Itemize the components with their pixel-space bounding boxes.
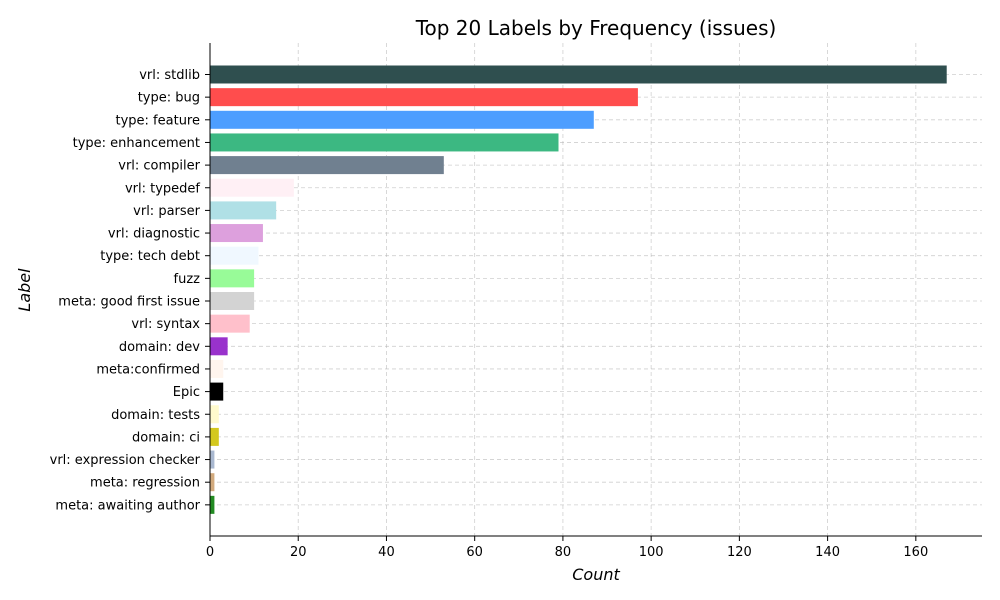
bar bbox=[210, 88, 638, 107]
bar bbox=[210, 450, 215, 469]
x-tick-label: 40 bbox=[378, 545, 395, 560]
chart-title: Top 20 Labels by Frequency (issues) bbox=[415, 16, 777, 40]
bar bbox=[210, 314, 250, 333]
bar bbox=[210, 201, 277, 220]
bar bbox=[210, 246, 259, 265]
y-tick-label: type: tech debt bbox=[100, 249, 200, 264]
bars bbox=[210, 65, 947, 514]
y-tick-label: type: bug bbox=[138, 91, 200, 106]
bar bbox=[210, 473, 215, 492]
bar bbox=[210, 156, 444, 175]
y-tick-label: domain: dev bbox=[119, 340, 200, 355]
x-tick-label: 0 bbox=[206, 545, 214, 560]
y-tick-label: type: enhancement bbox=[73, 136, 200, 151]
y-tick-label: Epic bbox=[173, 385, 200, 400]
y-tick-label: vrl: syntax bbox=[131, 317, 200, 332]
y-tick-label: vrl: typedef bbox=[125, 181, 200, 196]
bar bbox=[210, 405, 219, 424]
bar bbox=[210, 337, 228, 356]
y-tick-label: meta: awaiting author bbox=[55, 498, 200, 513]
x-tick-label: 20 bbox=[290, 545, 307, 560]
x-axis-label: Count bbox=[572, 565, 620, 584]
y-tick-label: vrl: parser bbox=[133, 204, 200, 219]
x-tick-label: 80 bbox=[555, 545, 572, 560]
x-axis-ticks: 0 20 40 60 80 100 120 140 160 bbox=[206, 536, 928, 560]
y-tick-label: meta: regression bbox=[90, 476, 200, 491]
y-tick-label: meta:confirmed bbox=[96, 362, 200, 377]
x-tick-label: 60 bbox=[466, 545, 483, 560]
bar bbox=[210, 65, 947, 84]
bar bbox=[210, 359, 224, 378]
x-tick-label: 100 bbox=[639, 545, 664, 560]
x-tick-label: 160 bbox=[903, 545, 928, 560]
y-tick-label: vrl: diagnostic bbox=[108, 227, 200, 242]
bar bbox=[210, 495, 215, 514]
y-tick-label: vrl: compiler bbox=[118, 159, 200, 174]
y-axis-label: Label bbox=[15, 268, 34, 312]
bar bbox=[210, 133, 559, 152]
bar bbox=[210, 110, 594, 129]
y-tick-label: vrl: expression checker bbox=[50, 453, 201, 468]
x-tick-label: 120 bbox=[727, 545, 752, 560]
bar bbox=[210, 224, 263, 243]
y-tick-label: domain: ci bbox=[132, 430, 200, 445]
bar bbox=[210, 178, 294, 197]
y-axis-ticks: vrl: stdlib type: bug type: feature type: e… bbox=[50, 68, 210, 513]
y-tick-label: meta: good first issue bbox=[58, 295, 200, 310]
bar bbox=[210, 292, 255, 310]
y-tick-label: type: feature bbox=[116, 113, 201, 128]
x-tick-label: 140 bbox=[815, 545, 840, 560]
y-tick-label: fuzz bbox=[174, 272, 201, 287]
y-tick-label: vrl: stdlib bbox=[139, 68, 200, 83]
y-tick-label: domain: tests bbox=[111, 408, 200, 423]
bar bbox=[210, 427, 219, 446]
bar bbox=[210, 269, 255, 288]
bar bbox=[210, 382, 224, 401]
